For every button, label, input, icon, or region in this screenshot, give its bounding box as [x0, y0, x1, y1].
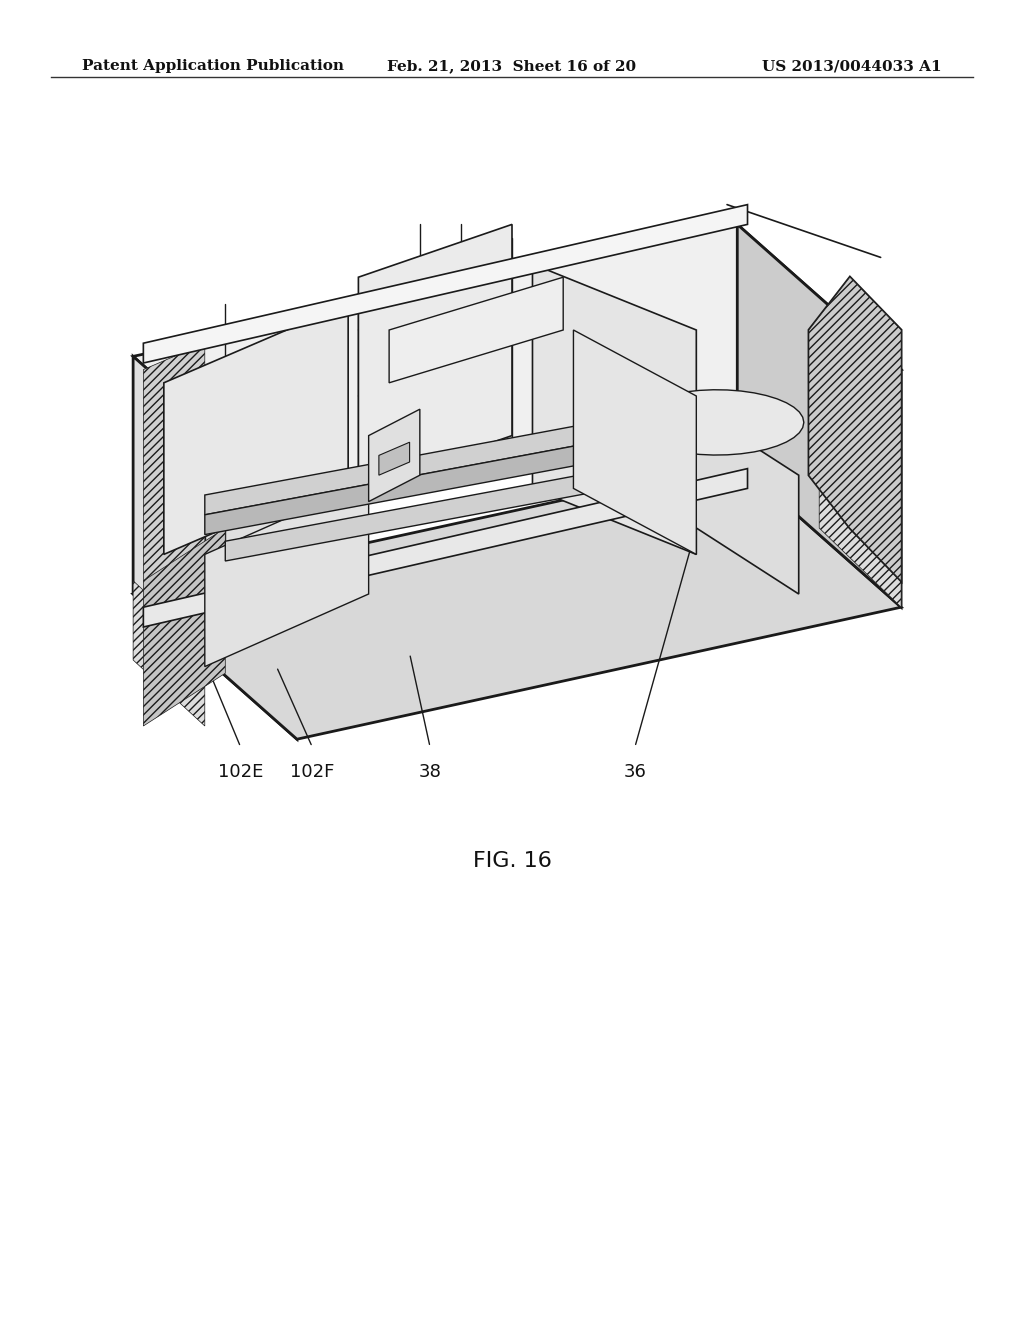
- Text: 38: 38: [419, 763, 441, 781]
- Polygon shape: [532, 264, 696, 554]
- Polygon shape: [205, 429, 666, 535]
- Polygon shape: [225, 469, 614, 561]
- Polygon shape: [379, 442, 410, 475]
- Polygon shape: [143, 205, 748, 363]
- Polygon shape: [143, 528, 225, 726]
- Polygon shape: [133, 356, 297, 739]
- Polygon shape: [143, 469, 748, 627]
- Text: Feb. 21, 2013  Sheet 16 of 20: Feb. 21, 2013 Sheet 16 of 20: [387, 59, 637, 74]
- Polygon shape: [809, 277, 901, 581]
- Polygon shape: [133, 462, 901, 739]
- Polygon shape: [819, 317, 901, 607]
- Polygon shape: [630, 389, 804, 455]
- Text: 102E: 102E: [218, 763, 263, 781]
- Polygon shape: [164, 304, 348, 554]
- Polygon shape: [809, 277, 901, 581]
- Polygon shape: [205, 409, 666, 515]
- Text: 36: 36: [624, 763, 646, 781]
- Polygon shape: [148, 376, 184, 574]
- Text: Patent Application Publication: Patent Application Publication: [82, 59, 344, 74]
- Polygon shape: [133, 224, 901, 502]
- Polygon shape: [573, 330, 696, 554]
- Text: US 2013/0044033 A1: US 2013/0044033 A1: [763, 59, 942, 74]
- Polygon shape: [205, 482, 369, 667]
- Polygon shape: [635, 370, 799, 594]
- Polygon shape: [358, 224, 512, 488]
- Polygon shape: [389, 277, 563, 383]
- Polygon shape: [369, 409, 420, 502]
- Polygon shape: [133, 581, 205, 726]
- Polygon shape: [737, 224, 901, 607]
- Polygon shape: [143, 343, 205, 581]
- Text: 102F: 102F: [290, 763, 335, 781]
- Text: FIG. 16: FIG. 16: [472, 851, 552, 871]
